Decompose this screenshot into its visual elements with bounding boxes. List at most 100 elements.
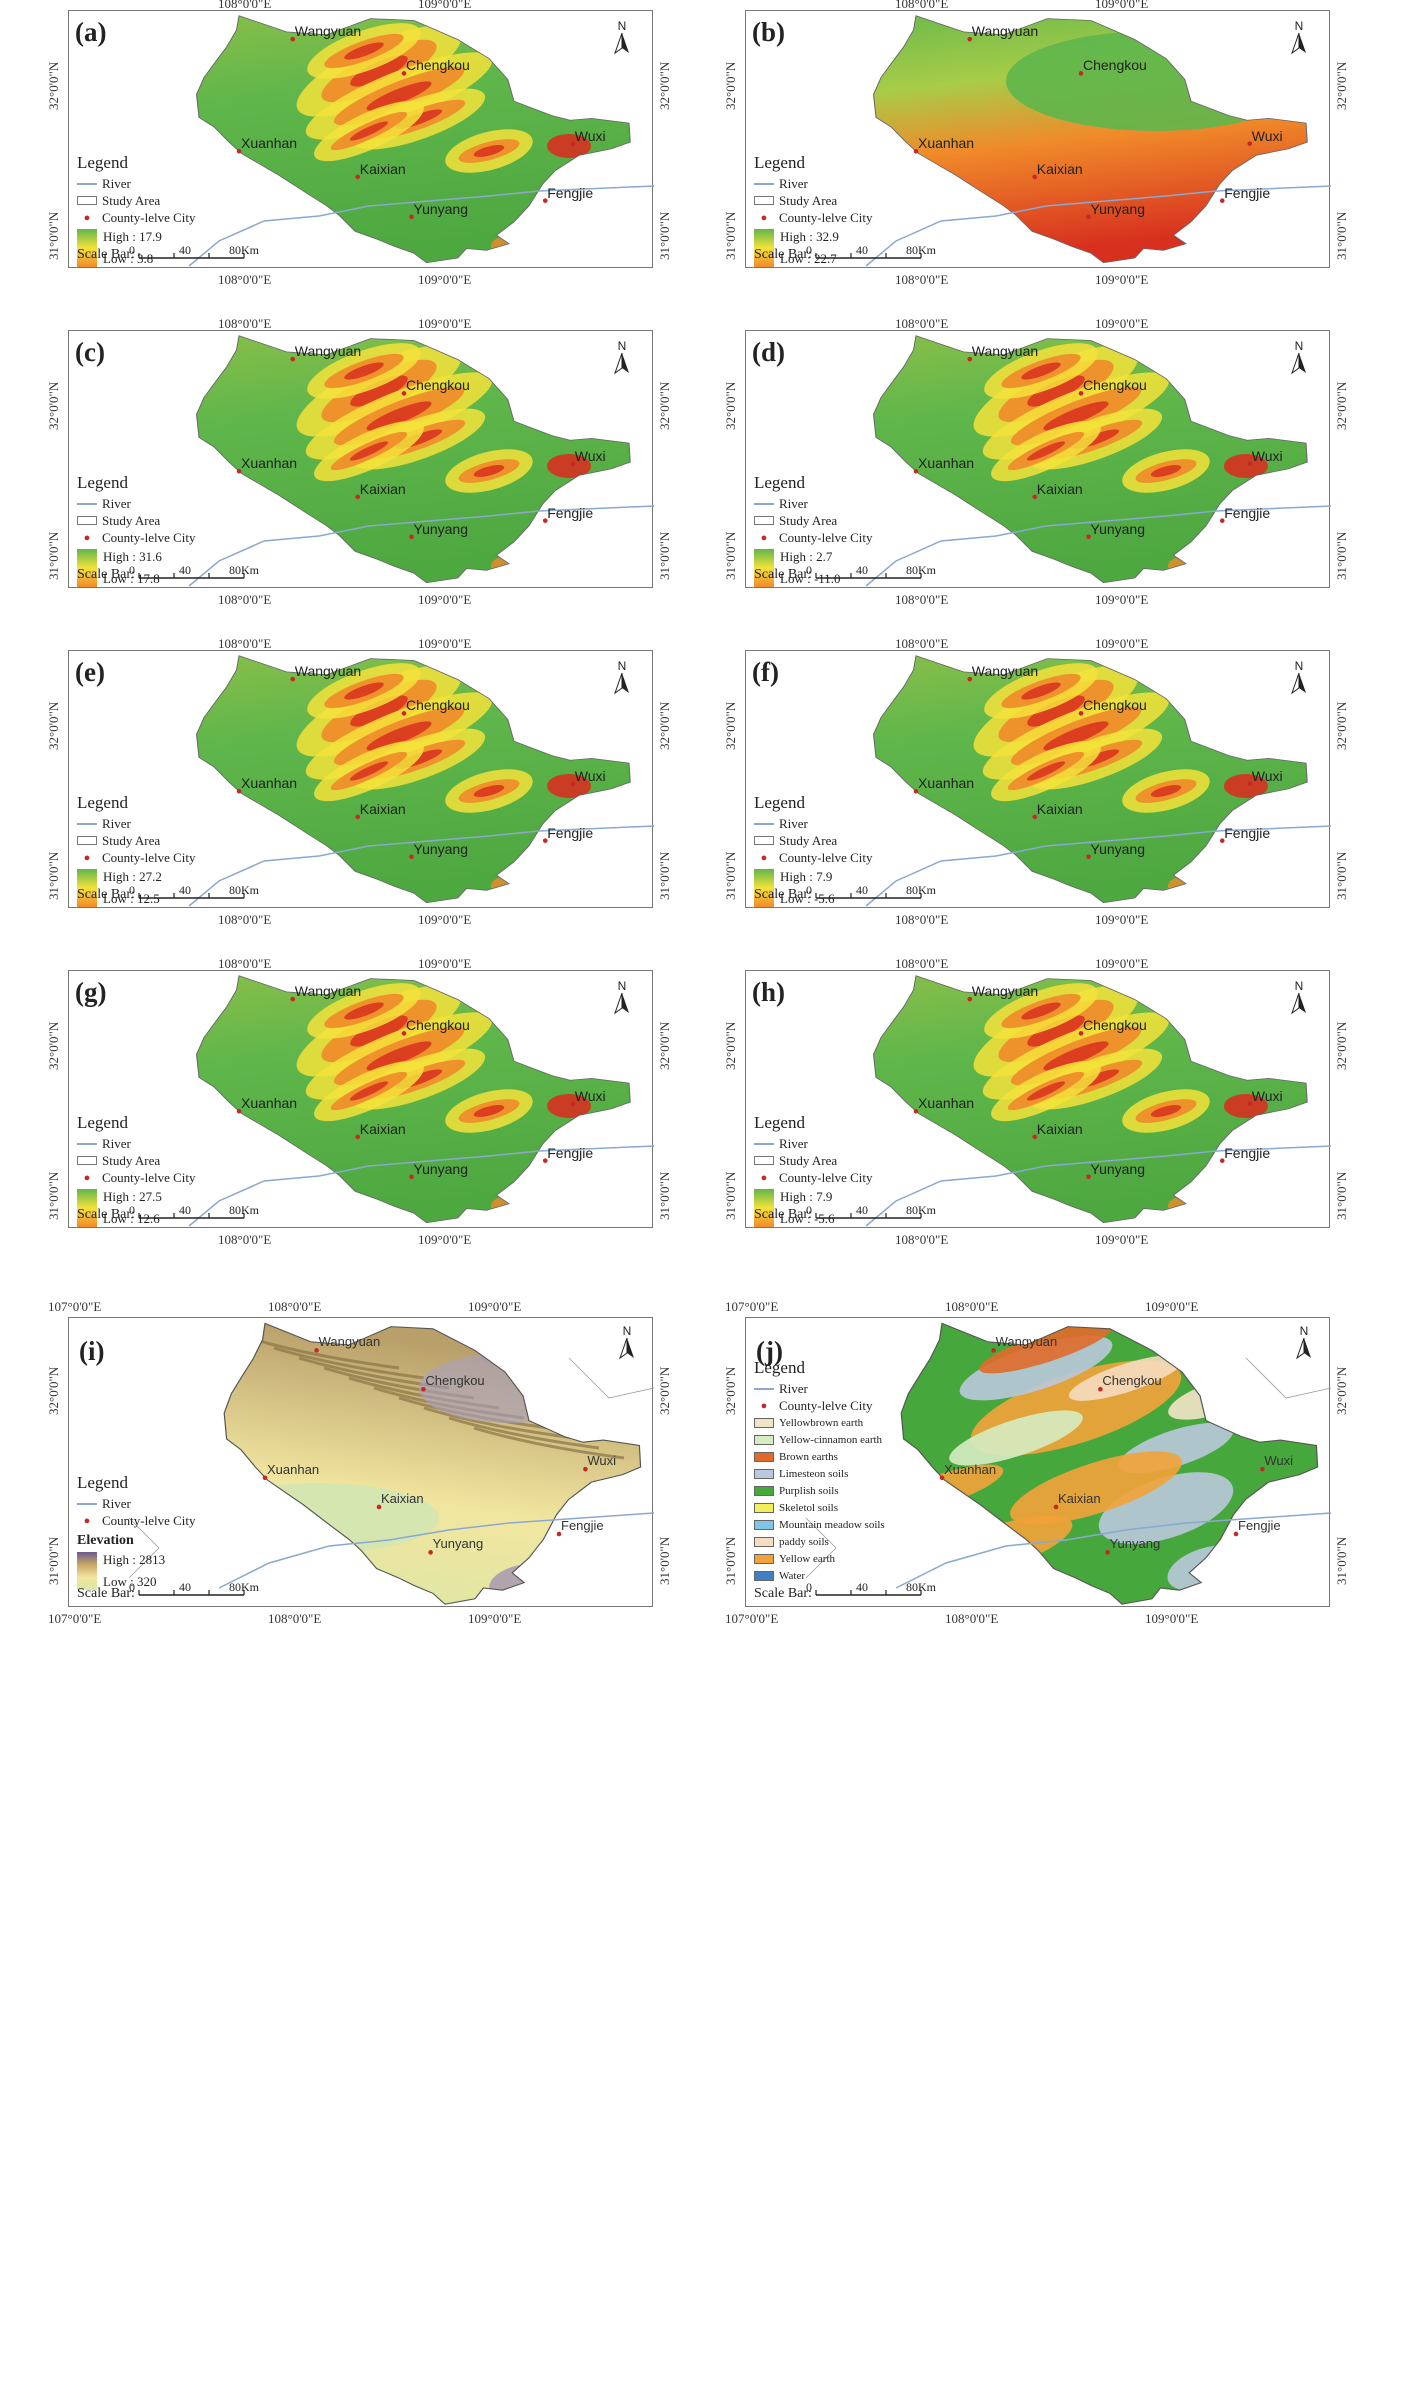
scale-tick-label: 0 <box>806 1580 812 1594</box>
map-frame: Wangyuan Chengkou Wuxi Xuanhan Kaixian Yunyan… <box>745 10 1332 268</box>
city-dot-wuxi <box>570 1101 576 1106</box>
tick-left: 32°0'0"N <box>723 701 738 750</box>
legend-symbol-river <box>77 1502 97 1505</box>
city-label-kaixian: Kaixian <box>1036 1120 1083 1137</box>
tick-left: 32°0'0"N <box>46 61 61 110</box>
north-label: N <box>1299 1324 1309 1338</box>
ramp-high: High : 27.5 <box>103 1189 162 1204</box>
city-dot-chengkou <box>401 711 407 716</box>
city-label-fengjie: Fengjie <box>547 504 594 521</box>
legend-symbol-dot: ● <box>760 211 768 224</box>
soil-swatch <box>754 1519 774 1530</box>
soil-legend-row: paddy soils <box>754 1533 885 1550</box>
tick-bottom: 108°0'0"E <box>218 272 272 287</box>
legend-title: Legend <box>754 1358 805 1377</box>
scale-bar-label: Scale Bar: <box>77 567 135 582</box>
scale-tick-label: 40 <box>179 563 191 577</box>
legend-text: Study Area <box>102 512 161 528</box>
city-label-kaixian: Kaixian <box>359 800 406 817</box>
scale-bar-label: Scale Bar: <box>77 1586 135 1601</box>
city-label-wuxi: Wuxi <box>1264 1453 1294 1469</box>
scale-bar-label: Scale Bar: <box>77 247 135 262</box>
city-dot-xuanhan <box>913 468 919 474</box>
tick-top: 108°0'0"E <box>945 1299 999 1314</box>
map-panel-d: Wangyuan Chengkou Wuxi Xuanhan Kaixian Yunyan… <box>715 316 1349 608</box>
ramp-high: High : 31.6 <box>103 549 162 564</box>
map-panel-a: Wangyuan Chengkou Wuxi Xuanhan Kaixian Yunyan… <box>38 0 672 288</box>
city-dot-wangyuan <box>314 1348 319 1353</box>
tick-right: 31°0'0"N <box>1334 211 1349 260</box>
map-frame: Wangyuan Chengkou Wuxi Xuanhan Kaixian Yunyan… <box>68 1317 655 1607</box>
ramp-low: Low : 12.5 <box>103 891 160 906</box>
legend-row-dot: ● County-lelve City <box>754 1397 885 1414</box>
soil-name: Skeletol soils <box>779 1501 838 1514</box>
soil-name: Yellow-cinnamon earth <box>779 1433 883 1446</box>
city-label-yunyang: Yunyang <box>432 1536 484 1552</box>
scale-bar: Scale Bar: <box>754 1586 926 1602</box>
legend-title: Legend <box>754 793 805 812</box>
tick-top: 109°0'0"E <box>418 316 472 331</box>
city-dot-chengkou <box>421 1386 426 1392</box>
city-label-kaixian: Kaixian <box>359 1120 406 1137</box>
city-dot-xuanhan <box>262 1475 268 1481</box>
tick-bottom: 107°0'0"E <box>725 1611 779 1626</box>
legend-ramp: High : 31.6 Low : 17.8 <box>77 549 196 587</box>
city-dot-chengkou <box>1078 711 1084 716</box>
city-dot-wuxi <box>570 141 576 146</box>
city-dot-chengkou <box>1078 391 1084 396</box>
tick-top: 109°0'0"E <box>468 1299 522 1314</box>
city-label-chengkou: Chengkou <box>1083 1017 1147 1034</box>
tick-right: 32°0'0"N <box>1334 701 1349 750</box>
city-label-yunyang: Yunyang <box>1090 200 1146 217</box>
color-ramp-bar <box>77 549 97 587</box>
city-dot-fengjie <box>1219 838 1225 843</box>
tick-bottom: 109°0'0"E <box>418 1232 472 1247</box>
city-dot-chengkou <box>401 71 407 76</box>
map-legend: Legend River Study Area ● County-lelve City H… <box>77 1113 196 1227</box>
city-dot-yunyang <box>409 854 414 860</box>
scale-bar-label: Scale Bar: <box>77 887 135 902</box>
city-dot-xuanhan <box>939 1475 945 1481</box>
map-legend: Legend River Study Area ● County-lelve City H… <box>77 793 196 907</box>
city-label-wangyuan: Wangyuan <box>294 663 362 680</box>
city-dot-wuxi <box>1247 781 1253 786</box>
elevation-title: Elevation <box>77 1533 134 1548</box>
legend-row-river: River <box>754 175 873 192</box>
city-dot-chengkou <box>1078 71 1084 76</box>
ramp-labels: High : 7.9 Low : -5.6 <box>780 869 835 907</box>
legend-ramp: High : 7.9 Low : -5.6 <box>754 1189 873 1227</box>
ramp-low: Low : 320 <box>103 1574 157 1589</box>
city-label-wuxi: Wuxi <box>574 127 606 144</box>
map-panel-j: Wangyuan Chengkou Wuxi Xuanhan Kaixian Yunyan… <box>715 1295 1349 2395</box>
north-label: N <box>617 339 627 353</box>
tick-right: 32°0'0"N <box>1334 1021 1349 1070</box>
ramp-low: Low : -5.6 <box>780 891 835 906</box>
city-label-wangyuan: Wangyuan <box>971 983 1039 1000</box>
legend-title: Legend <box>754 153 805 172</box>
city-label-fengjie: Fengjie <box>1238 1517 1281 1533</box>
ramp-low: Low : 22.7 <box>780 251 837 266</box>
city-label-wangyuan: Wangyuan <box>971 343 1039 360</box>
legend-text: River <box>779 1380 808 1396</box>
tick-right: 32°0'0"N <box>1334 1366 1349 1415</box>
legend-text: County-lelve City <box>102 209 196 225</box>
scale-tick-label: 80Km <box>906 1203 936 1217</box>
ramp-labels: High : 7.9 Low : -5.6 <box>780 1189 835 1227</box>
legend-row-study: Study Area <box>77 192 196 209</box>
city-dot-wuxi <box>1260 1466 1265 1472</box>
city-dot-chengkou <box>1098 1386 1103 1392</box>
soil-legend-row: Mountain meadow soils <box>754 1516 885 1533</box>
legend-symbol-study <box>754 836 774 845</box>
soil-legend-row: Brown earths <box>754 1448 885 1465</box>
map-frame: Wangyuan Chengkou Wuxi Xuanhan Kaixian Yunyan… <box>68 650 655 908</box>
soil-swatch <box>754 1485 774 1496</box>
color-ramp-bar <box>77 1552 97 1590</box>
city-dot-wuxi <box>1247 1101 1253 1106</box>
legend-text: County-lelve City <box>102 849 196 865</box>
legend-row-study: Study Area <box>754 192 873 209</box>
legend-row-study: Study Area <box>77 1152 196 1169</box>
city-dot-wangyuan <box>290 356 296 362</box>
map-panel-e: Wangyuan Chengkou Wuxi Xuanhan Kaixian Yunyan… <box>38 636 672 928</box>
map-panel-f: Wangyuan Chengkou Wuxi Xuanhan Kaixian Yunyan… <box>715 636 1349 928</box>
city-dot-wangyuan <box>290 996 296 1002</box>
